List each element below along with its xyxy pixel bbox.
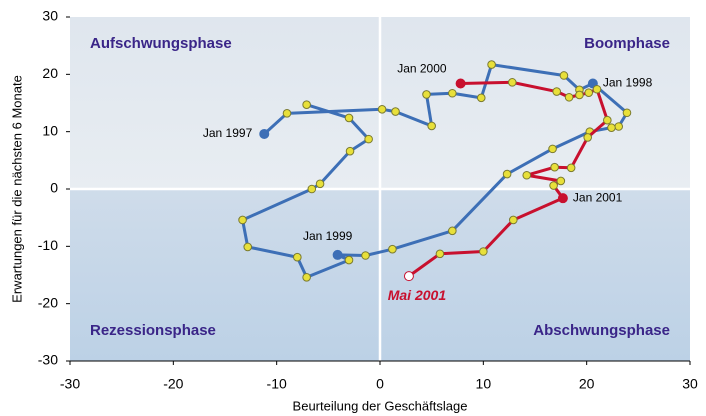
data-point: [509, 215, 518, 225]
data-point: [361, 251, 370, 260]
quadrant-label: Boomphase: [584, 35, 670, 52]
x-tick-label: 10: [476, 376, 492, 392]
y-tick-label: 0: [50, 180, 58, 196]
data-point: [476, 93, 486, 103]
y-axis-title: Erwartungen für die nächsten 6 Monate: [9, 75, 24, 303]
x-tick-label: -10: [267, 376, 287, 392]
y-tick-label: 20: [42, 65, 58, 81]
data-point: [332, 249, 343, 260]
data-point: [552, 87, 562, 96]
x-tick-label: 20: [579, 376, 595, 392]
data-point: [344, 255, 354, 265]
data-point: [549, 181, 558, 190]
data-point: [293, 252, 302, 262]
data-point: [448, 88, 457, 98]
data-point: [391, 107, 400, 116]
data-point: [564, 92, 574, 102]
data-point: [603, 115, 612, 125]
data-point: [584, 88, 594, 97]
point-label: Jan 2000: [397, 62, 447, 76]
quadrant-label: Abschwungsphase: [533, 322, 670, 339]
data-point: [302, 272, 311, 282]
y-tick-label: -20: [38, 294, 58, 310]
quadrant-label: Aufschwungsphase: [90, 35, 232, 52]
data-point: [238, 215, 247, 225]
data-point: [556, 176, 566, 186]
data-point: [455, 78, 466, 89]
data-point: [307, 184, 317, 194]
data-point: [566, 163, 576, 173]
data-point: [614, 122, 624, 131]
data-point: [522, 170, 532, 180]
data-point: [315, 179, 325, 189]
point-label: Jan 1999: [303, 229, 353, 243]
data-point: [487, 60, 496, 69]
data-point: [435, 249, 445, 259]
quadrant-label: Rezessionsphase: [90, 322, 216, 339]
data-point: [302, 100, 311, 110]
data-point: [377, 105, 387, 114]
data-point: [427, 121, 436, 131]
data-point: [259, 128, 270, 139]
data-point: [345, 146, 355, 156]
x-tick-label: -20: [163, 376, 183, 392]
data-point: [479, 247, 488, 256]
data-point: [364, 134, 373, 144]
data-point: [575, 90, 584, 100]
y-tick-label: -30: [38, 352, 58, 368]
point-label: Jan 1998: [603, 76, 653, 90]
y-tick-label: -10: [38, 237, 58, 253]
data-point: [559, 71, 569, 80]
data-point: [592, 84, 602, 94]
x-tick-label: 30: [682, 376, 698, 392]
data-point: [622, 108, 632, 118]
point-label: Jan 1997: [203, 126, 253, 140]
data-point: [548, 144, 557, 154]
data-point: [557, 193, 568, 204]
x-axis-title: Beurteilung der Geschäftslage: [293, 398, 468, 413]
data-point: [282, 109, 292, 118]
data-point: [448, 226, 457, 236]
data-point: [550, 162, 559, 172]
data-point: [507, 78, 517, 87]
data-point: [344, 113, 354, 123]
y-tick-label: 30: [42, 8, 58, 24]
point-label: Mai 2001: [388, 287, 447, 303]
y-tick-label: 10: [42, 122, 58, 138]
data-point: [243, 242, 253, 252]
point-label: Jan 2001: [573, 190, 623, 204]
data-point: [583, 133, 593, 142]
data-point: [422, 90, 431, 99]
data-point: [388, 244, 397, 254]
data-point: [502, 169, 512, 179]
data-point: [607, 123, 616, 132]
x-tick-label: 0: [376, 376, 384, 392]
x-tick-label: -30: [60, 376, 80, 392]
data-point: [403, 271, 414, 282]
